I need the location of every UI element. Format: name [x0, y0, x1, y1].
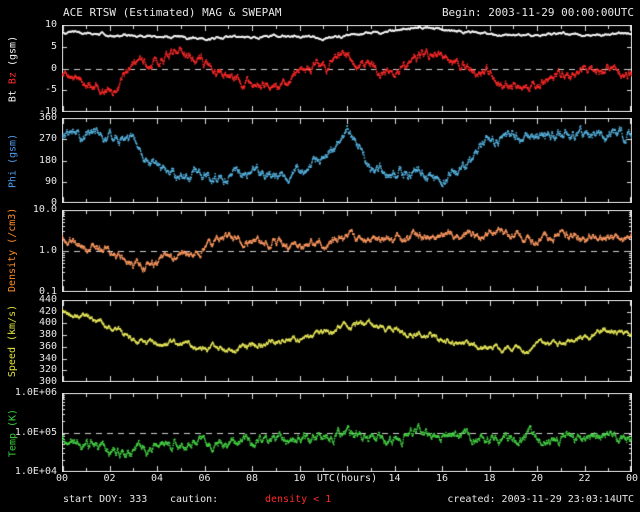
- y-tick-label: 10: [44, 19, 57, 30]
- y-tick-label: 180: [38, 154, 57, 166]
- y-axis-label: Phi (gsm): [7, 118, 19, 203]
- caution-value: density < 1: [265, 494, 332, 505]
- y-tick-label: 270: [38, 133, 57, 145]
- x-tick-label: 20: [530, 473, 544, 484]
- y-axis-label: Temp (K): [7, 393, 19, 472]
- y-tick-label: 440: [38, 294, 57, 305]
- created-timestamp: created: 2003-11-29 23:03:14UTC: [447, 494, 634, 505]
- y-tick-label: 340: [38, 352, 57, 364]
- y-tick-label: 1.0E+04: [14, 466, 57, 477]
- y-tick-label: 1.0E+05: [14, 426, 57, 438]
- y-tick-label: 380: [38, 329, 57, 341]
- y-axis-label-part: Bt: [7, 83, 18, 102]
- y-tick-label: 1.0: [38, 245, 57, 256]
- y-tick-label: 0: [50, 197, 57, 208]
- y-tick-label: 1.0E+06: [14, 387, 57, 398]
- y-axis-label-part: Bz: [7, 65, 18, 84]
- x-tick-label: 22: [578, 473, 591, 484]
- x-tick-label: 14: [388, 473, 401, 484]
- x-tick-label: 00: [55, 473, 69, 484]
- panel-canvas-speed: [62, 300, 632, 382]
- y-axis-label-part: (/cm3): [7, 207, 18, 244]
- y-tick-label: 0: [50, 62, 57, 74]
- x-tick-label: 06: [198, 473, 211, 484]
- x-tick-label: 02: [103, 473, 116, 484]
- y-tick-label: 5: [50, 40, 57, 52]
- x-tick-label: 08: [245, 473, 259, 484]
- y-axis-label-part: Temp: [7, 426, 18, 457]
- y-tick-label: 10.0: [32, 204, 57, 215]
- plot-title: ACE RTSW (Estimated) MAG & SWEPAM: [63, 6, 282, 19]
- y-tick-label: 420: [38, 305, 57, 317]
- y-axis-label-part: (gsm): [7, 35, 18, 66]
- x-tick-label: 16: [435, 473, 449, 484]
- y-axis-label-part: Speed: [7, 341, 18, 378]
- y-axis-label: Speed (km/s): [7, 300, 19, 382]
- y-tick-label: -5: [44, 84, 57, 96]
- y-tick-label: -10: [38, 106, 57, 117]
- x-tick-label: 18: [483, 473, 496, 484]
- panel-canvas-bt-bz: [62, 25, 632, 112]
- y-axis-label: Bt Bz (gsm): [7, 25, 19, 112]
- y-axis-label-part: (gsm): [7, 133, 18, 164]
- caution-label: caution:: [170, 494, 219, 505]
- y-tick-label: 90: [44, 175, 57, 187]
- y-tick-label: 360: [38, 112, 57, 123]
- y-tick-label: 300: [38, 376, 57, 387]
- y-axis-label-part: Phi: [7, 163, 18, 188]
- panel-canvas-density: [62, 210, 632, 292]
- x-tick-label: 04: [150, 473, 164, 484]
- x-axis-title: UTC(hours): [314, 473, 380, 484]
- y-tick-label: 320: [38, 364, 57, 376]
- y-axis-label-part: Density: [7, 243, 18, 292]
- y-axis-label-part: (km/s): [7, 304, 18, 341]
- start-doy-label: start DOY: 333: [63, 494, 148, 505]
- y-tick-label: 400: [38, 317, 57, 329]
- y-axis-label: Density (/cm3): [7, 207, 19, 292]
- y-tick-label: 360: [38, 340, 57, 352]
- panel-canvas-phi: [62, 118, 632, 203]
- panel-canvas-temp: [62, 393, 632, 472]
- y-axis-label-part: (K): [7, 408, 18, 427]
- x-tick-label: 00: [625, 473, 639, 484]
- x-tick-label: 10: [293, 473, 306, 484]
- y-tick-label: 0.1: [38, 286, 57, 297]
- begin-timestamp: Begin: 2003-11-29 00:00:00UTC: [441, 6, 634, 19]
